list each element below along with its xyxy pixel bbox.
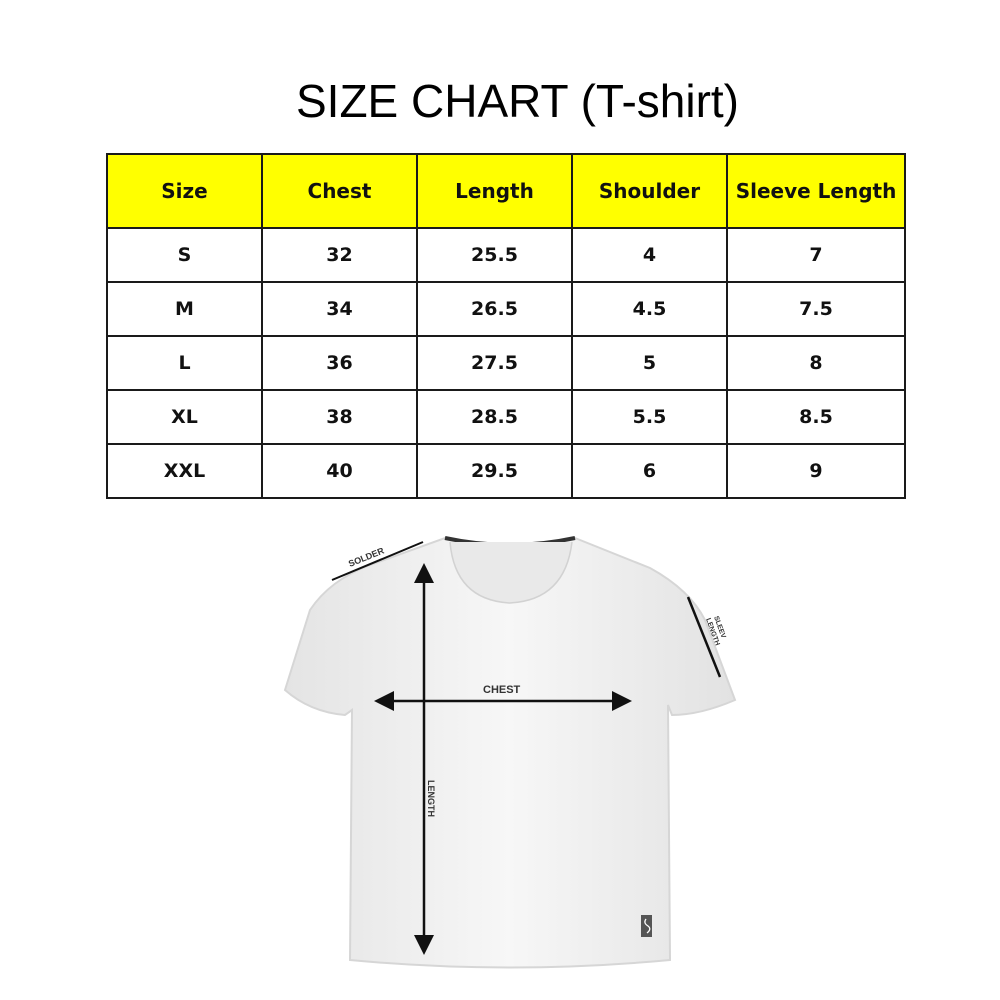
table-cell: S xyxy=(106,227,263,283)
column-header: Chest xyxy=(261,153,418,229)
table-cell: 7.5 xyxy=(726,281,906,337)
table-row: M 34 26.5 4.5 7.5 xyxy=(106,281,906,337)
table-cell: 29.5 xyxy=(416,443,573,499)
table-row: XL 38 28.5 5.5 8.5 xyxy=(106,389,906,445)
page-title: SIZE CHART (T-shirt) xyxy=(296,75,739,127)
table-cell: 34 xyxy=(261,281,418,337)
table-cell: XL xyxy=(106,389,263,445)
table-cell: 8.5 xyxy=(726,389,906,445)
table-cell: L xyxy=(106,335,263,391)
column-header: Size xyxy=(106,153,263,229)
tshirt-shape xyxy=(283,536,737,969)
table-cell: 5 xyxy=(571,335,728,391)
table-cell: 26.5 xyxy=(416,281,573,337)
table-header-row: Size Chest Length Shoulder Sleeve Length xyxy=(106,153,906,229)
table-cell: 27.5 xyxy=(416,335,573,391)
table-row: XXL 40 29.5 6 9 xyxy=(106,443,906,499)
table-cell: 9 xyxy=(726,443,906,499)
table-cell: 4 xyxy=(571,227,728,283)
table-cell: 32 xyxy=(261,227,418,283)
table-cell: 7 xyxy=(726,227,906,283)
table-cell: 5.5 xyxy=(571,389,728,445)
table-row: S 32 25.5 4 7 xyxy=(106,227,906,283)
table-row: L 36 27.5 5 8 xyxy=(106,335,906,391)
column-header: Length xyxy=(416,153,573,229)
table-cell: 4.5 xyxy=(571,281,728,337)
shoulder-measure xyxy=(331,541,424,581)
length-label: LENGTH xyxy=(426,780,436,817)
table-cell: M xyxy=(106,281,263,337)
brand-tag xyxy=(641,915,652,937)
size-table: Size Chest Length Shoulder Sleeve Length… xyxy=(106,153,906,499)
column-header: Shoulder xyxy=(571,153,728,229)
table-cell: 8 xyxy=(726,335,906,391)
table-cell: XXL xyxy=(106,443,263,499)
table-cell: 40 xyxy=(261,443,418,499)
table-cell: 25.5 xyxy=(416,227,573,283)
table-cell: 6 xyxy=(571,443,728,499)
table-cell: 38 xyxy=(261,389,418,445)
table-cell: 28.5 xyxy=(416,389,573,445)
column-header: Sleeve Length xyxy=(726,153,906,229)
table-cell: 36 xyxy=(261,335,418,391)
chest-label: CHEST xyxy=(483,684,521,696)
sleeve-measure xyxy=(686,596,722,678)
